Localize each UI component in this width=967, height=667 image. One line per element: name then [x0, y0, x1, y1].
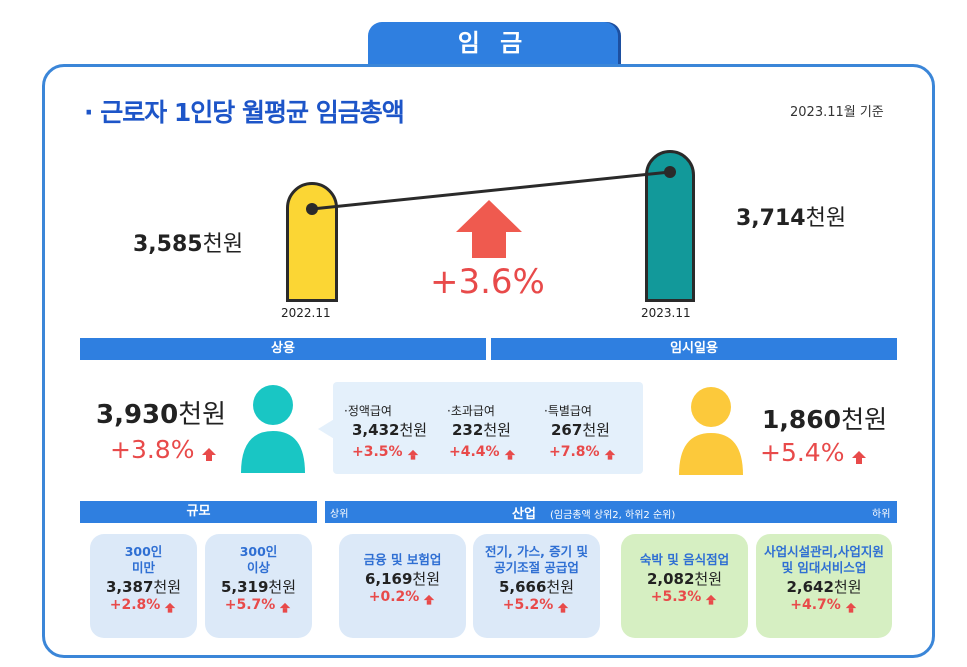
breakdown-change-3: +7.8%	[549, 444, 617, 460]
breakdown-label-1: ·정액급여	[344, 404, 392, 418]
size-card-under-300: 300인 미만 3,387천원 +2.8%	[90, 534, 197, 638]
prev-total-value: 3,585천원	[133, 232, 244, 257]
up-arrow-icon	[202, 447, 217, 461]
year-label-curr: 2023.11	[641, 306, 691, 320]
regular-breakdown	[333, 382, 643, 474]
card-value: 2,642천원	[786, 578, 862, 596]
card-value: 6,169천원	[364, 570, 441, 588]
card-change: +5.7%	[205, 597, 312, 613]
breakdown-value-2: 232천원	[452, 421, 511, 439]
pillar-2022	[286, 182, 338, 302]
temporary-change: +5.4%	[760, 438, 867, 467]
worker-icon-regular	[241, 385, 305, 473]
breakdown-value-3: 267천원	[551, 421, 610, 439]
industry-top-label: 상위	[330, 509, 349, 520]
section-heading: · 근로자 1인당 월평균 임금총액	[84, 98, 405, 127]
card-change: +5.2%	[473, 597, 600, 613]
up-arrow-icon	[280, 602, 291, 613]
up-arrow-icon	[504, 449, 515, 460]
industry-note: (임금총액 상위2, 하위2 순위)	[550, 510, 676, 521]
breakdown-label-3: ·특별급여	[544, 404, 592, 418]
card-value: 5,319천원	[220, 578, 297, 596]
regular-value: 3,930천원	[96, 400, 227, 430]
size-bar: 규모	[80, 501, 317, 523]
year-label-prev: 2022.11	[281, 306, 331, 320]
breakdown-label-2: ·초과급여	[447, 404, 495, 418]
breakdown-value-1: 3,432천원	[352, 421, 428, 439]
up-arrow-icon	[424, 594, 435, 605]
content-frame	[42, 64, 935, 658]
page-title-tab: 임 금	[368, 22, 618, 65]
industry-bottom-label: 하위	[872, 509, 891, 520]
industry-card-business-support: 사업시설관리,사업지원 및 임대서비스업 2,642천원 +4.7%	[756, 534, 892, 638]
up-arrow-icon	[165, 602, 176, 613]
bubble-tail	[318, 418, 336, 440]
card-title-line1: 300인	[124, 544, 163, 559]
up-arrow-icon	[845, 602, 857, 613]
up-arrow-icon	[558, 602, 569, 613]
industry-card-finance: 금융 및 보험업 6,169천원 +0.2%	[339, 534, 466, 638]
card-change: +4.7%	[756, 597, 892, 613]
card-title-line1: 금융 및 보험업	[363, 552, 442, 567]
industry-card-accommodation: 숙박 및 음식점업 2,082천원 +5.3%	[621, 534, 748, 638]
card-change: +2.8%	[90, 597, 197, 613]
card-title-line2: 및 임대서비스업	[781, 560, 867, 575]
temporary-bar: 임시일용	[491, 338, 897, 360]
breakdown-change-1: +3.5%	[352, 444, 420, 460]
card-title-line1: 전기, 가스, 증기 및	[484, 544, 589, 559]
card-title-line2: 미만	[131, 560, 155, 575]
worker-icon-temporary	[679, 387, 743, 475]
base-date: 2023.11월 기준	[790, 105, 884, 120]
card-change: +0.2%	[339, 589, 466, 605]
curr-total-value: 3,714천원	[736, 206, 847, 231]
size-card-300-plus: 300인 이상 5,319천원 +5.7%	[205, 534, 312, 638]
breakdown-change-2: +4.4%	[449, 444, 517, 460]
industry-title: 산업	[512, 507, 536, 522]
up-arrow-icon	[706, 594, 717, 605]
up-arrow-icon	[852, 450, 867, 464]
regular-bar: 상용	[80, 338, 486, 360]
card-change: +5.3%	[621, 589, 748, 605]
card-title-line1: 숙박 및 음식점업	[639, 552, 730, 567]
total-change: +3.6%	[430, 262, 545, 302]
card-value: 2,082천원	[646, 570, 723, 588]
industry-bar	[325, 501, 897, 523]
up-arrow-icon	[407, 449, 418, 460]
regular-change: +3.8%	[110, 435, 217, 464]
card-title-line2: 공기조절 공급업	[494, 560, 579, 575]
card-title-line1: 300인	[239, 544, 278, 559]
card-title-line2: 이상	[246, 560, 270, 575]
card-title-line1: 사업시설관리,사업지원	[764, 544, 884, 559]
up-arrow-icon	[604, 449, 615, 460]
card-value: 3,387천원	[105, 578, 182, 596]
industry-card-utilities: 전기, 가스, 증기 및 공기조절 공급업 5,666천원 +5.2%	[473, 534, 600, 638]
card-value: 5,666천원	[498, 578, 575, 596]
temporary-value: 1,860천원	[762, 405, 888, 434]
